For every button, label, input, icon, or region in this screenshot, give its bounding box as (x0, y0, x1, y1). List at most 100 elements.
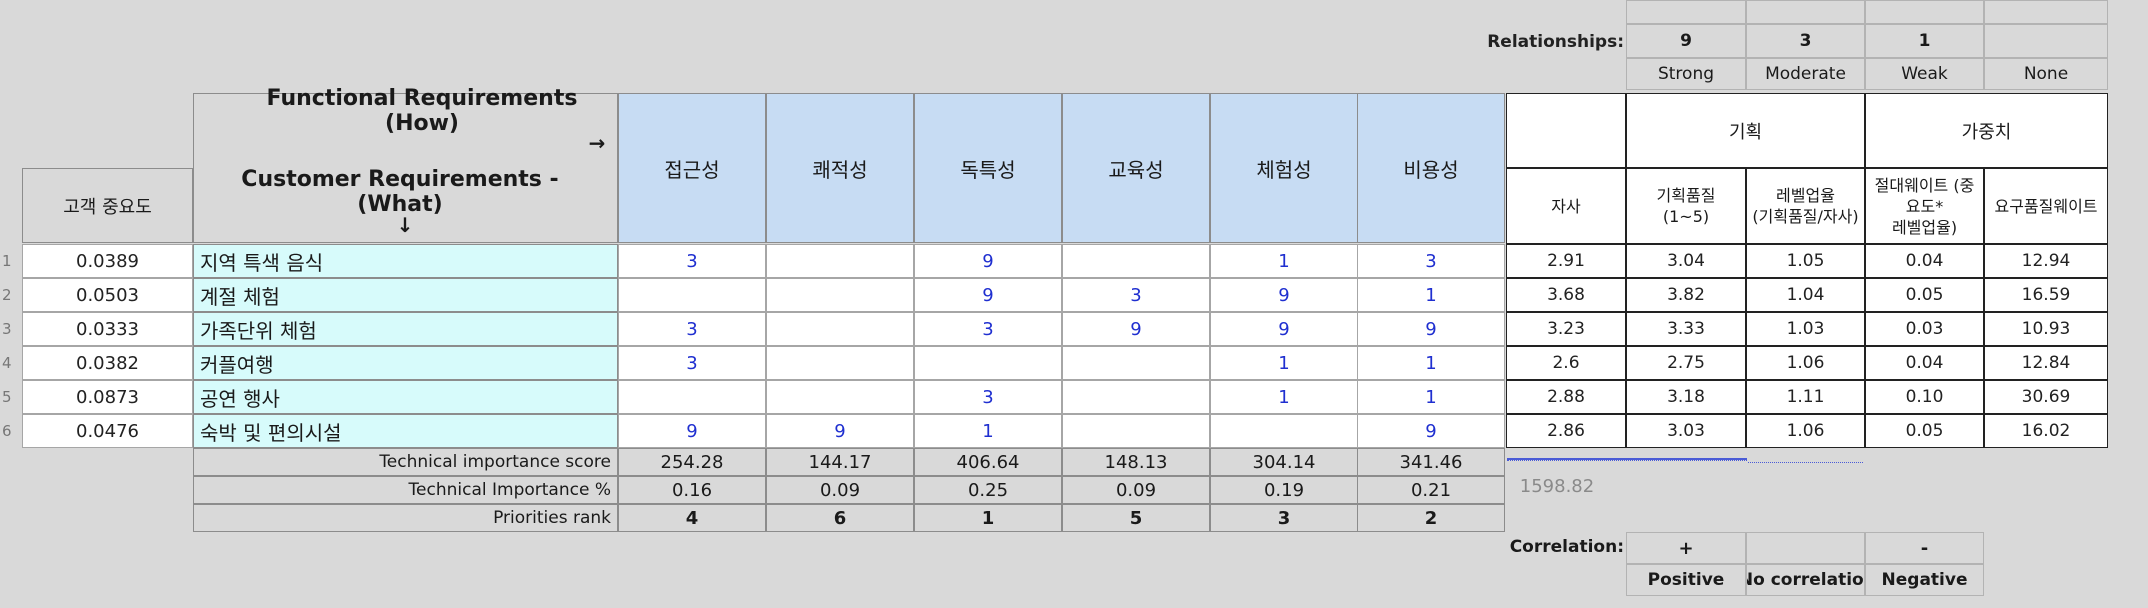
planning-value[interactable]: 0.04 (1865, 244, 1984, 278)
planning-value[interactable]: 3.33 (1626, 312, 1746, 346)
relationship-cell[interactable]: 3 (914, 380, 1062, 414)
relationship-cell[interactable]: 1 (1210, 380, 1358, 414)
relationship-cell[interactable] (1062, 414, 1210, 448)
customer-importance-value[interactable]: 0.0333 (22, 312, 193, 346)
technical-importance-score-value: 148.13 (1062, 448, 1210, 476)
relationship-cell[interactable]: 9 (1357, 312, 1505, 346)
planning-value[interactable]: 3.23 (1506, 312, 1626, 346)
customer-importance-value[interactable]: 0.0382 (22, 346, 193, 380)
functional-arrow: → (588, 131, 606, 155)
relationship-cell[interactable]: 3 (1357, 244, 1505, 278)
relationship-cell[interactable] (766, 380, 914, 414)
row-number: 1 (2, 252, 12, 270)
planning-value[interactable]: 1.06 (1746, 346, 1865, 380)
customer-requirement[interactable]: 지역 특색 음식 (193, 244, 618, 278)
planning-header-line: (기획품질/자사) (1752, 207, 1859, 226)
technical-importance-score-value: 406.64 (914, 448, 1062, 476)
relationship-cell[interactable]: 3 (914, 312, 1062, 346)
planning-column-header: 절대웨이트 (중 요도* 레벨업율) (1865, 168, 1984, 244)
relationship-cell[interactable]: 3 (618, 312, 766, 346)
relationship-name: None (1984, 58, 2108, 90)
relationship-cell[interactable] (1062, 244, 1210, 278)
technical-importance-pct-value: 0.21 (1357, 476, 1505, 504)
relationship-symbol: 3 (1746, 24, 1865, 58)
planning-value[interactable]: 0.05 (1865, 278, 1984, 312)
legend-grid-cell (1626, 0, 1746, 24)
customer-requirement[interactable]: 커플여행 (193, 346, 618, 380)
planning-value[interactable]: 16.59 (1984, 278, 2108, 312)
customer-importance-value[interactable]: 0.0503 (22, 278, 193, 312)
how-column-header: 접근성 (618, 93, 766, 243)
weight-group-header: 가중치 (1865, 93, 2108, 168)
relationship-cell[interactable]: 3 (618, 346, 766, 380)
relationship-cell[interactable]: 1 (1357, 346, 1505, 380)
relationship-cell[interactable] (766, 312, 914, 346)
planning-value[interactable]: 0.04 (1865, 346, 1984, 380)
relationship-cell[interactable] (618, 380, 766, 414)
relationship-cell[interactable] (914, 346, 1062, 380)
planning-value[interactable]: 30.69 (1984, 380, 2108, 414)
planning-value[interactable]: 3.18 (1626, 380, 1746, 414)
customer-requirement[interactable]: 공연 행사 (193, 380, 618, 414)
relationship-cell[interactable]: 9 (914, 278, 1062, 312)
relationship-cell[interactable]: 9 (1357, 414, 1505, 448)
legend-grid-cell (1984, 0, 2108, 24)
relationship-cell[interactable]: 1 (914, 414, 1062, 448)
planning-value[interactable]: 2.88 (1506, 380, 1626, 414)
relationship-cell[interactable] (618, 278, 766, 312)
customer-requirement[interactable]: 숙박 및 편의시설 (193, 414, 618, 448)
customer-importance-value[interactable]: 0.0873 (22, 380, 193, 414)
relationship-cell[interactable]: 1 (1210, 346, 1358, 380)
relationship-cell[interactable] (766, 244, 914, 278)
relationship-cell[interactable]: 9 (1062, 312, 1210, 346)
planning-value[interactable]: 2.86 (1506, 414, 1626, 448)
customer-importance-value[interactable]: 0.0476 (22, 414, 193, 448)
relationship-cell[interactable]: 9 (1210, 312, 1358, 346)
how-column-header: 쾌적성 (766, 93, 914, 243)
how-column-header: 비용성 (1357, 93, 1505, 243)
planning-value[interactable]: 12.94 (1984, 244, 2108, 278)
relationship-cell[interactable]: 1 (1357, 278, 1505, 312)
planning-value[interactable]: 2.75 (1626, 346, 1746, 380)
planning-value[interactable]: 2.91 (1506, 244, 1626, 278)
planning-value[interactable]: 2.6 (1506, 346, 1626, 380)
planning-value[interactable]: 1.06 (1746, 414, 1865, 448)
customer-requirement[interactable]: 계절 체험 (193, 278, 618, 312)
relationship-cell[interactable]: 1 (1210, 244, 1358, 278)
planning-value[interactable]: 3.82 (1626, 278, 1746, 312)
planning-value[interactable]: 1.11 (1746, 380, 1865, 414)
relationship-cell[interactable]: 9 (618, 414, 766, 448)
planning-value[interactable]: 3.03 (1626, 414, 1746, 448)
planning-header-line: 레벨업율 (1776, 186, 1835, 205)
planning-header-line: 요도* (1905, 196, 1944, 216)
relationship-cell[interactable]: 1 (1357, 380, 1505, 414)
relationship-cell[interactable]: 3 (618, 244, 766, 278)
relationship-cell[interactable]: 9 (914, 244, 1062, 278)
customer-requirement[interactable]: 가족단위 체험 (193, 312, 618, 346)
row-number: 3 (2, 320, 12, 338)
planning-value[interactable]: 10.93 (1984, 312, 2108, 346)
planning-value[interactable]: 0.10 (1865, 380, 1984, 414)
planning-value[interactable]: 16.02 (1984, 414, 2108, 448)
relationship-cell[interactable] (1062, 346, 1210, 380)
planning-value[interactable]: 3.04 (1626, 244, 1746, 278)
planning-value[interactable]: 1.03 (1746, 312, 1865, 346)
planning-value[interactable]: 12.84 (1984, 346, 2108, 380)
priority-rank-value: 1 (914, 504, 1062, 532)
planning-column-header: 레벨업율 (기획품질/자사) (1746, 168, 1865, 244)
planning-value[interactable]: 1.05 (1746, 244, 1865, 278)
relationship-cell[interactable]: 3 (1062, 278, 1210, 312)
planning-value[interactable]: 0.03 (1865, 312, 1984, 346)
customer-importance-value[interactable]: 0.0389 (22, 244, 193, 278)
relationship-cell[interactable]: 9 (1210, 278, 1358, 312)
weight-sum-dotted (1748, 462, 1863, 463)
planning-value[interactable]: 3.68 (1506, 278, 1626, 312)
planning-value[interactable]: 0.05 (1865, 414, 1984, 448)
planning-value[interactable]: 1.04 (1746, 278, 1865, 312)
relationship-cell[interactable] (1062, 380, 1210, 414)
relationship-cell[interactable] (766, 346, 914, 380)
relationship-cell[interactable]: 9 (766, 414, 914, 448)
relationship-cell[interactable] (766, 278, 914, 312)
relationship-cell[interactable] (1210, 414, 1358, 448)
how-column-header: 체험성 (1210, 93, 1358, 243)
